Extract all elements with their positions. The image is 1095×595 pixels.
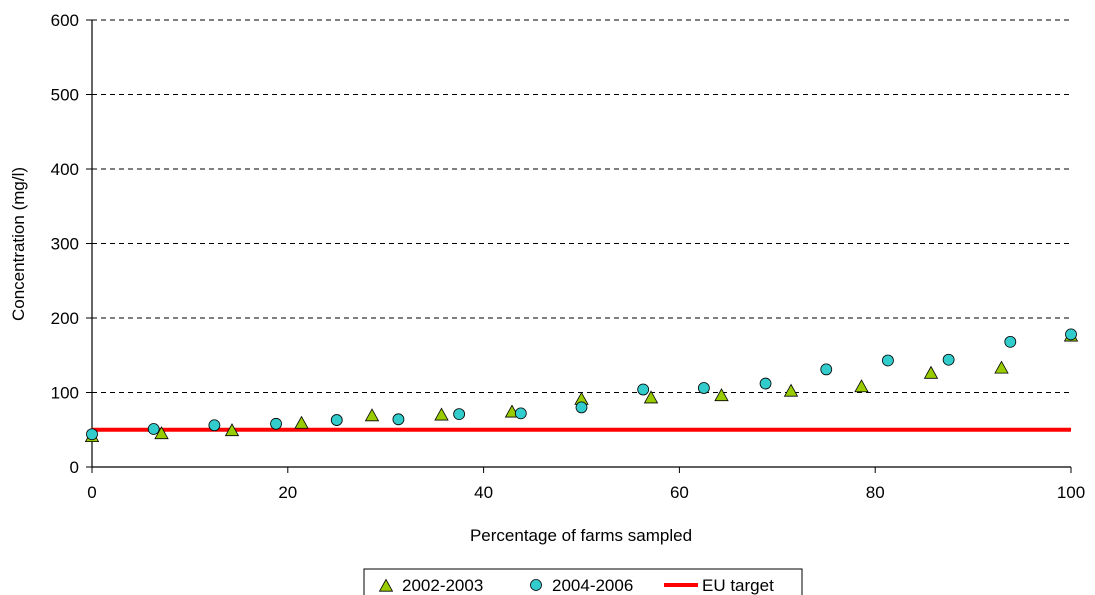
- triangle-point: [714, 388, 729, 402]
- circle-point: [270, 417, 282, 430]
- triangle-point: [854, 379, 869, 393]
- x-tick-label: 100: [1057, 483, 1085, 502]
- triangle-point: [994, 360, 1009, 374]
- legend-swatch-circle: [530, 579, 542, 591]
- x-tick-label: 0: [87, 483, 96, 502]
- y-tick-label: 500: [51, 86, 79, 105]
- legend-label: 2002-2003: [402, 576, 483, 595]
- y-tick-label: 0: [70, 458, 79, 477]
- y-axis-title: Concentration (mg/l): [9, 167, 28, 321]
- circle-point: [1065, 328, 1077, 341]
- legend-box: [363, 568, 803, 595]
- circle-point: [882, 354, 894, 367]
- circle-point: [697, 382, 710, 394]
- circle-point: [86, 428, 98, 441]
- circle-point: [208, 419, 221, 432]
- y-tick-label: 200: [51, 309, 79, 328]
- triangle-point: [154, 426, 169, 440]
- circle-point: [1004, 335, 1017, 348]
- y-tick-label: 300: [51, 235, 79, 254]
- triangle-point: [364, 408, 380, 422]
- triangle-point: [783, 383, 799, 397]
- legend: 2002-2003 2004-2006 EU target: [363, 568, 803, 595]
- legend-label: EU target: [702, 576, 774, 595]
- series-0: [84, 328, 1079, 443]
- circle-point: [514, 407, 527, 420]
- y-tick-label: 600: [51, 11, 79, 30]
- x-axis-title: Percentage of farms sampled: [470, 526, 692, 545]
- triangle-point: [294, 415, 309, 429]
- circle-point: [942, 353, 955, 366]
- axes: [86, 19, 1072, 473]
- x-tick-label: 40: [474, 483, 493, 502]
- circle-point: [147, 423, 160, 435]
- circle-point: [759, 377, 772, 390]
- circle-point: [575, 401, 588, 414]
- circle-point: [330, 414, 343, 426]
- circle-point: [453, 408, 466, 421]
- triangle-point: [923, 365, 939, 379]
- triangle-point: [643, 390, 659, 404]
- circle-point: [392, 413, 405, 426]
- triangle-point: [224, 423, 240, 437]
- x-tick-label: 20: [278, 483, 297, 502]
- series-1: [86, 328, 1077, 441]
- legend-label: 2004-2006: [552, 576, 633, 595]
- data-series: [84, 328, 1079, 443]
- x-tick-label: 60: [670, 483, 689, 502]
- y-tick-label: 400: [51, 160, 79, 179]
- triangle-point: [434, 407, 449, 421]
- circle-point: [820, 363, 833, 376]
- legend-swatch-triangle: [378, 578, 394, 592]
- x-tick-label: 80: [866, 483, 885, 502]
- y-tick-label: 100: [51, 384, 79, 403]
- circle-point: [637, 383, 650, 396]
- grid-lines: [92, 19, 1071, 393]
- tick-labels: 0 100 200 300 400 500 600 0 20 40 60 80 100: [51, 11, 1086, 502]
